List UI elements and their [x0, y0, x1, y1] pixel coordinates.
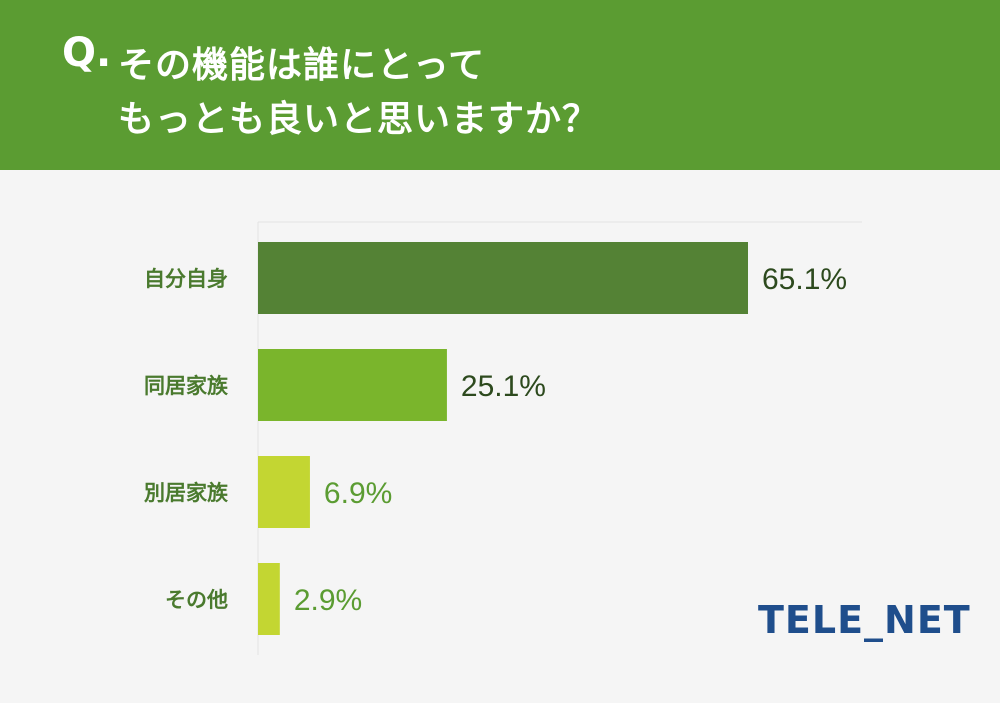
bar-chart: 自分自身 65.1% 同居家族 25.1% 別居家族 6.9% その他 2.9%	[144, 221, 862, 655]
bar	[258, 456, 310, 528]
category-label: その他	[165, 588, 228, 612]
bar	[258, 349, 447, 421]
category-label: 自分自身	[144, 267, 228, 291]
question-text-line2: もっとも良いと思いますか？	[118, 99, 600, 140]
value-label: 6.9%	[324, 477, 392, 510]
value-label: 65.1%	[762, 263, 847, 296]
bar	[258, 242, 748, 314]
bar	[258, 563, 280, 635]
question-header: Q. その機能は誰にとって もっとも良いと思いますか？	[0, 0, 1000, 170]
telenet-logo: TELE_NET	[758, 598, 971, 642]
question-text-line1: その機能は誰にとって	[118, 45, 486, 86]
value-label: 2.9%	[294, 584, 362, 617]
category-label: 別居家族	[144, 481, 229, 505]
question-prefix: Q.	[62, 30, 112, 76]
category-label: 同居家族	[144, 374, 229, 398]
value-label: 25.1%	[461, 370, 546, 403]
